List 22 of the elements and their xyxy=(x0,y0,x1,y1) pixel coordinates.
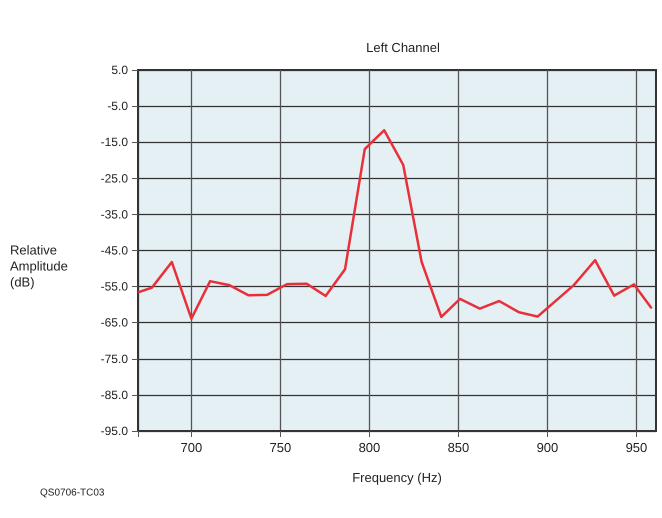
y-tick-label: -5.0 xyxy=(107,99,128,114)
y-tick-label: 5.0 xyxy=(111,63,128,77)
y-tick-label: -55.0 xyxy=(100,280,128,294)
line-series xyxy=(138,129,652,320)
y-tick-label: -25.0 xyxy=(100,171,128,186)
y-tick-label: -75.0 xyxy=(100,352,128,366)
y-tick-label: -95.0 xyxy=(100,424,128,438)
y-axis-title: Relative Amplitude (dB) xyxy=(10,242,72,290)
y-tick-label: -15.0 xyxy=(100,135,128,150)
y-tick-label: -35.0 xyxy=(100,207,128,222)
chart-title: Left Channel xyxy=(366,40,440,55)
x-tick-label: 700 xyxy=(180,440,202,455)
y-tick-label: -85.0 xyxy=(100,388,128,402)
y-tick-label: -65.0 xyxy=(100,316,128,330)
x-tick-label: 800 xyxy=(358,440,380,455)
y-tick-label: -45.0 xyxy=(100,244,128,258)
text: QS0706-TC03 xyxy=(40,488,105,498)
x-axis-title: Frequency (Hz) xyxy=(352,470,442,485)
x-tick-label: 900 xyxy=(536,440,558,455)
x-tick-label: 950 xyxy=(626,440,648,455)
x-tick-label: 850 xyxy=(448,440,470,455)
x-tick-label: 750 xyxy=(270,440,292,455)
